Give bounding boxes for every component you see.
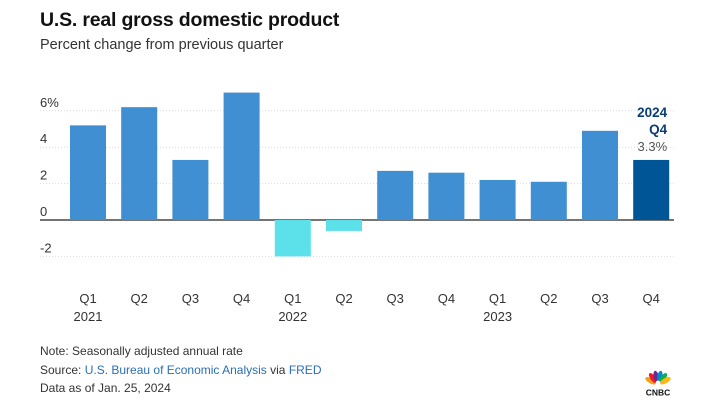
y-tick-label: 4 [40,131,47,146]
axis-labels: 6% 4 2 0 -2 Q1 2021 Q2 Q3 Q4 Q1 2022 Q2 Q3 Q4 Q1 2023 Q2 Q… [40,95,660,324]
y-tick-label: 6% [40,95,59,110]
source-link-bea[interactable]: U.S. Bureau of Economic Analysis [84,363,267,377]
bar [326,220,362,231]
cnbc-logo: CNBC [645,370,671,398]
x-tick-label: Q2 [540,291,557,306]
x-tick-label: Q4 [643,291,660,306]
x-tick-label: Q2 [335,291,352,306]
bar [530,181,567,220]
x-tick-label: Q3 [387,291,404,306]
bar-chart: 6% 4 2 0 -2 Q1 2021 Q2 Q3 Q4 Q1 2022 Q2 Q3 Q4 Q1 2023 Q2 Q… [40,92,674,324]
x-tick-label: Q1 [79,291,96,306]
chart-subtitle: Percent change from previous quarter [40,37,284,53]
data-date: Data as of Jan. 25, 2024 [40,381,171,395]
x-tick-label: Q4 [438,291,455,306]
peacock-feather [645,376,656,385]
footnote: Note: Seasonally adjusted annual rate [40,344,243,358]
y-tick-label: 0 [40,204,47,219]
peacock-logo-icon [645,370,671,386]
source-link-fred[interactable]: FRED [288,363,322,377]
x-year-label: 2022 [278,309,307,324]
annotation-value: 3.3% [638,139,668,154]
x-tick-label: Q3 [591,291,608,306]
bars [70,92,670,257]
source-prefix: Source: [40,363,85,377]
x-tick-label: Q1 [284,291,301,306]
x-tick-label: Q1 [489,291,506,306]
x-year-label: 2023 [483,309,512,324]
source-via: via [266,363,289,377]
bar [70,125,106,220]
x-tick-label: Q3 [182,291,199,306]
peacock-feather [660,376,671,385]
bar [479,179,516,220]
annotation-quarter: Q4 [649,122,668,137]
bar [121,107,158,220]
y-tick-label: 2 [40,168,47,183]
chart-title: U.S. real gross domestic product [40,9,340,31]
x-year-label: 2021 [74,309,103,324]
peacock-body [655,380,661,386]
y-tick-label: -2 [40,240,52,255]
source-line: Source: U.S. Bureau of Economic Analysis… [40,363,321,377]
bar [223,92,260,220]
bar [172,159,209,220]
bar [274,220,311,257]
annotation-year: 2024 [637,105,668,120]
bar [377,170,414,220]
bar [428,172,465,220]
peacock-feather [658,373,668,384]
bar [582,130,618,220]
cnbc-wordmark: CNBC [646,388,671,398]
annotation: 2024 Q4 3.3% [637,105,668,154]
x-tick-label: Q4 [233,291,250,306]
bar [633,159,670,220]
x-tick-label: Q2 [131,291,148,306]
